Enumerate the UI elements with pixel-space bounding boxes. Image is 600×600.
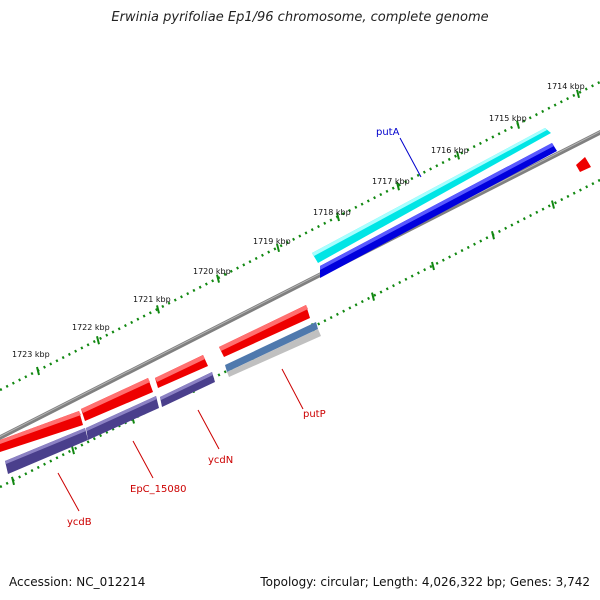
kbp-label: 1715 kbp [489,114,527,123]
ycdB-cds-shade [0,411,81,444]
ycdB-gene-bar [5,428,88,474]
major-tick [456,151,460,160]
major-tick [396,181,400,191]
kbp-label: 1723 kbp [12,350,50,359]
gene-putA[interactable] [312,128,557,278]
major-tick [576,89,580,99]
kbp-label: 1716 kbp [431,146,469,155]
ycdB-label[interactable]: ycdB [67,517,92,528]
major-tick [36,366,40,376]
putA-cds-bar [312,128,551,263]
major-tick [156,305,160,314]
backbone [0,130,600,440]
EpC_15080-cds-shade [81,378,150,413]
putA-gene-shade [320,143,554,270]
kbp-labels: 1714 kbp 1715 kbp 1716 kbp 1717 kbp 1718… [12,82,585,359]
putA-leader-line [399,137,422,178]
EpC_15080-gene-shade [86,396,157,431]
gene-putP[interactable] [219,305,321,377]
outer-dotted-line [0,80,600,392]
outer-tick-track [0,80,600,392]
ycdN-leader-line [197,409,220,450]
offscreen-gene-arrow [576,157,591,172]
EpC_15080-label[interactable]: EpC_15080 [130,484,186,495]
kbp-label: 1718 kbp [313,208,351,217]
gene-ycdB[interactable] [0,411,88,474]
putP-label[interactable]: putP [303,409,326,420]
ycdN-cds-shade [155,355,205,382]
kbp-label: 1719 kbp [253,237,291,246]
gene-ycdN[interactable] [155,355,215,407]
EpC_15080-gene-bar [86,396,159,440]
major-tick [431,261,435,271]
major-tick [551,200,555,209]
major-tick [336,212,340,222]
putP-gene-light [227,329,321,377]
map-title: Erwinia pyrifoliae Ep1/96 chromosome, co… [111,10,489,25]
putP-cds-shade [219,305,308,351]
putA-gene-bar [320,143,557,278]
gene-EpC_15080[interactable] [81,378,159,440]
major-tick [516,120,520,129]
major-tick [71,445,75,455]
kbp-label: 1714 kbp [547,82,585,91]
kbp-label: 1722 kbp [72,323,110,332]
kbp-label: 1717 kbp [372,177,410,186]
major-tick [96,335,100,345]
ycdN-gene-shade [160,372,213,400]
putA-label[interactable]: putA [376,127,400,138]
backbone-highlight [0,131,600,437]
major-tick [216,274,220,283]
major-tick [371,292,375,301]
ycdN-label[interactable]: ycdN [208,455,233,466]
major-tick [491,231,495,240]
putP-leader-line [281,368,304,410]
EpC_15080-leader-line [132,440,154,479]
ycdB-gene-shade [5,428,86,464]
putA-cds-shade [312,128,547,256]
kbp-label: 1721 kbp [133,295,171,304]
ycdB-leader-line [57,472,80,512]
major-tick [276,243,280,253]
major-tick [11,476,15,486]
backbone-band [0,130,600,440]
topology-summary: Topology: circular; Length: 4,026,322 bp… [260,575,590,589]
kbp-label: 1720 kbp [193,267,231,276]
ycdN-gene-bar [160,372,215,407]
outer-major-ticks [36,89,580,376]
accession-text: Accession: NC_012214 [9,575,146,589]
gene-labels: putA putP ycdN EpC_15080 ycdB [57,127,422,528]
putP-gene-bar [225,322,318,372]
